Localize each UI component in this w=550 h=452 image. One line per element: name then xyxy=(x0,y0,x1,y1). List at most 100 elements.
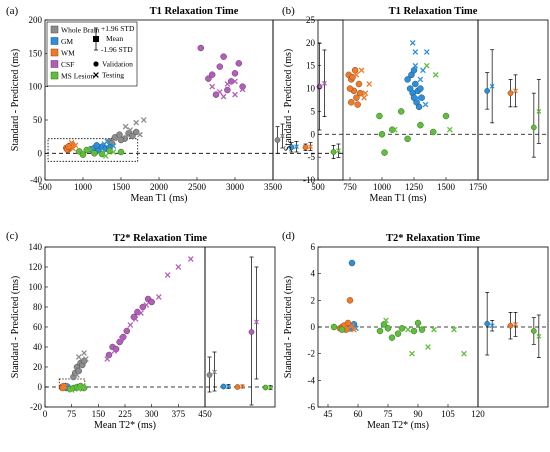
error-bar-mean xyxy=(274,137,281,143)
error-bar-ms-lesion-testing xyxy=(536,314,542,359)
point-ms-lesion-testing xyxy=(68,387,75,393)
error-bar-gm-testing xyxy=(294,140,299,153)
point-csf-testing xyxy=(209,83,216,90)
y-tick-label: 150 xyxy=(29,48,43,58)
error-bar-ms-lesion-validation xyxy=(330,144,337,160)
error-bar-mean xyxy=(536,109,542,114)
y-tick-label: -2 xyxy=(308,349,316,359)
error-bar-mean xyxy=(212,369,217,375)
error-bar-ms-lesion-testing xyxy=(268,385,273,390)
y-tick-label: 25 xyxy=(306,15,316,25)
point-whole-brain-testing xyxy=(137,131,143,138)
point-gm-validation xyxy=(93,142,100,149)
error-bar-wm-testing xyxy=(240,384,245,389)
panel-title: T1 Relaxation Time xyxy=(150,6,239,17)
legend-testing-marker xyxy=(93,72,99,78)
point-gm-testing xyxy=(417,76,424,83)
point-wm-testing xyxy=(362,90,369,97)
point-wm-validation xyxy=(355,80,363,88)
point-ms-lesion-validation xyxy=(410,327,418,335)
legend-stat-upper: +1.96 STD xyxy=(101,24,135,33)
point-ms-lesion-testing xyxy=(409,350,415,357)
point-whole-brain-testing xyxy=(74,372,80,378)
error-bar-mean xyxy=(536,333,542,339)
point-csf-testing xyxy=(232,78,238,85)
point-gm-testing xyxy=(412,62,419,69)
point-ms-lesion-validation xyxy=(98,150,106,158)
point-ms-lesion-validation xyxy=(380,321,388,328)
x-axis-label: Mean T1 (ms) xyxy=(130,193,187,204)
panel-c: 0 75 150 225 300 375 450-20020406080100120140T… xyxy=(6,230,276,431)
point-ms-lesion-validation xyxy=(397,108,405,115)
point-whole-brain-testing xyxy=(75,354,82,360)
error-bar-csf-validation xyxy=(248,256,255,406)
y-tick-label: 0 xyxy=(311,129,316,139)
point-csf-validation xyxy=(208,71,216,78)
point-ms-lesion-validation xyxy=(381,149,388,156)
panel-label: (a) xyxy=(6,5,19,17)
point-ms-lesion-validation xyxy=(418,326,426,333)
legend-swatch-csf xyxy=(50,60,59,68)
error-bar-csf-testing xyxy=(322,49,327,118)
error-bar-mean xyxy=(302,144,309,151)
error-bar-mean xyxy=(530,124,537,131)
error-bar-mean xyxy=(507,322,514,329)
point-gm-testing xyxy=(110,143,117,149)
point-ms-lesion-testing xyxy=(451,326,457,333)
point-ms-lesion-validation xyxy=(338,326,346,333)
point-csf-validation xyxy=(224,86,231,94)
x-tick-label: 1750 xyxy=(469,182,488,192)
error-bar-mean xyxy=(254,319,259,325)
point-ms-lesion-validation xyxy=(330,323,338,331)
y-tick-label: 20 xyxy=(33,362,43,372)
error-bar-gm-testing xyxy=(489,49,495,124)
error-bar-ms-lesion-validation xyxy=(262,384,269,391)
y-tick-label: 5 xyxy=(311,106,316,116)
x-tick-label: 450 xyxy=(198,409,212,419)
error-bar-gm-testing xyxy=(226,384,231,389)
x-tick-label: 2000 xyxy=(150,182,169,192)
point-ms-lesion-testing xyxy=(425,344,431,350)
error-bar-mean xyxy=(294,144,299,150)
point-ms-lesion-validation xyxy=(384,325,392,332)
error-bar-wm-validation xyxy=(507,79,514,108)
point-gm-testing xyxy=(407,85,414,92)
error-bar-whole-brain-validation xyxy=(274,126,281,154)
error-bar-mean xyxy=(530,328,537,334)
y-axis-label: Standard - Predicted (ms) xyxy=(10,49,21,151)
y-tick-label: -5 xyxy=(308,152,316,162)
error-bar-wm-validation xyxy=(234,384,241,390)
point-whole-brain-testing xyxy=(115,135,121,142)
point-ms-lesion-validation xyxy=(414,319,422,327)
point-whole-brain-validation xyxy=(129,132,136,140)
point-ms-lesion-testing xyxy=(110,149,117,155)
error-bar-mean xyxy=(262,384,269,391)
y-tick-label: 2 xyxy=(311,295,316,305)
error-bar-mean xyxy=(234,384,241,390)
point-ms-lesion-testing xyxy=(446,126,453,133)
point-ms-lesion-validation xyxy=(429,128,437,136)
error-bar-ms-lesion-validation xyxy=(530,92,537,158)
error-bar-whole-brain-validation xyxy=(206,356,213,393)
legend-stat-mean: Mean xyxy=(106,34,123,43)
point-wm-testing xyxy=(353,71,360,78)
point-whole-brain-testing xyxy=(81,350,87,356)
point-whole-brain-testing xyxy=(122,123,129,130)
y-axis-label: Standard - Predicted (ms) xyxy=(283,49,294,151)
x-tick-label: 60 xyxy=(354,409,364,419)
point-gm-validation xyxy=(415,103,423,111)
point-csf-validation xyxy=(197,44,205,52)
point-wm-validation xyxy=(348,99,355,106)
point-csf-testing xyxy=(232,91,238,98)
point-ms-lesion-validation xyxy=(117,148,125,156)
point-gm-testing xyxy=(423,49,430,55)
point-ms-lesion-testing xyxy=(431,326,437,333)
error-bar-mean xyxy=(206,372,213,378)
error-bar-wm-testing xyxy=(513,74,518,108)
point-whole-brain-testing xyxy=(83,356,89,362)
point-ms-lesion-testing xyxy=(102,153,109,159)
error-bar-ms-lesion-testing xyxy=(536,79,542,144)
error-bar-mean xyxy=(513,321,518,327)
legend-stat-lower: -1.96 STD xyxy=(101,45,133,54)
point-whole-brain-testing xyxy=(133,119,140,126)
